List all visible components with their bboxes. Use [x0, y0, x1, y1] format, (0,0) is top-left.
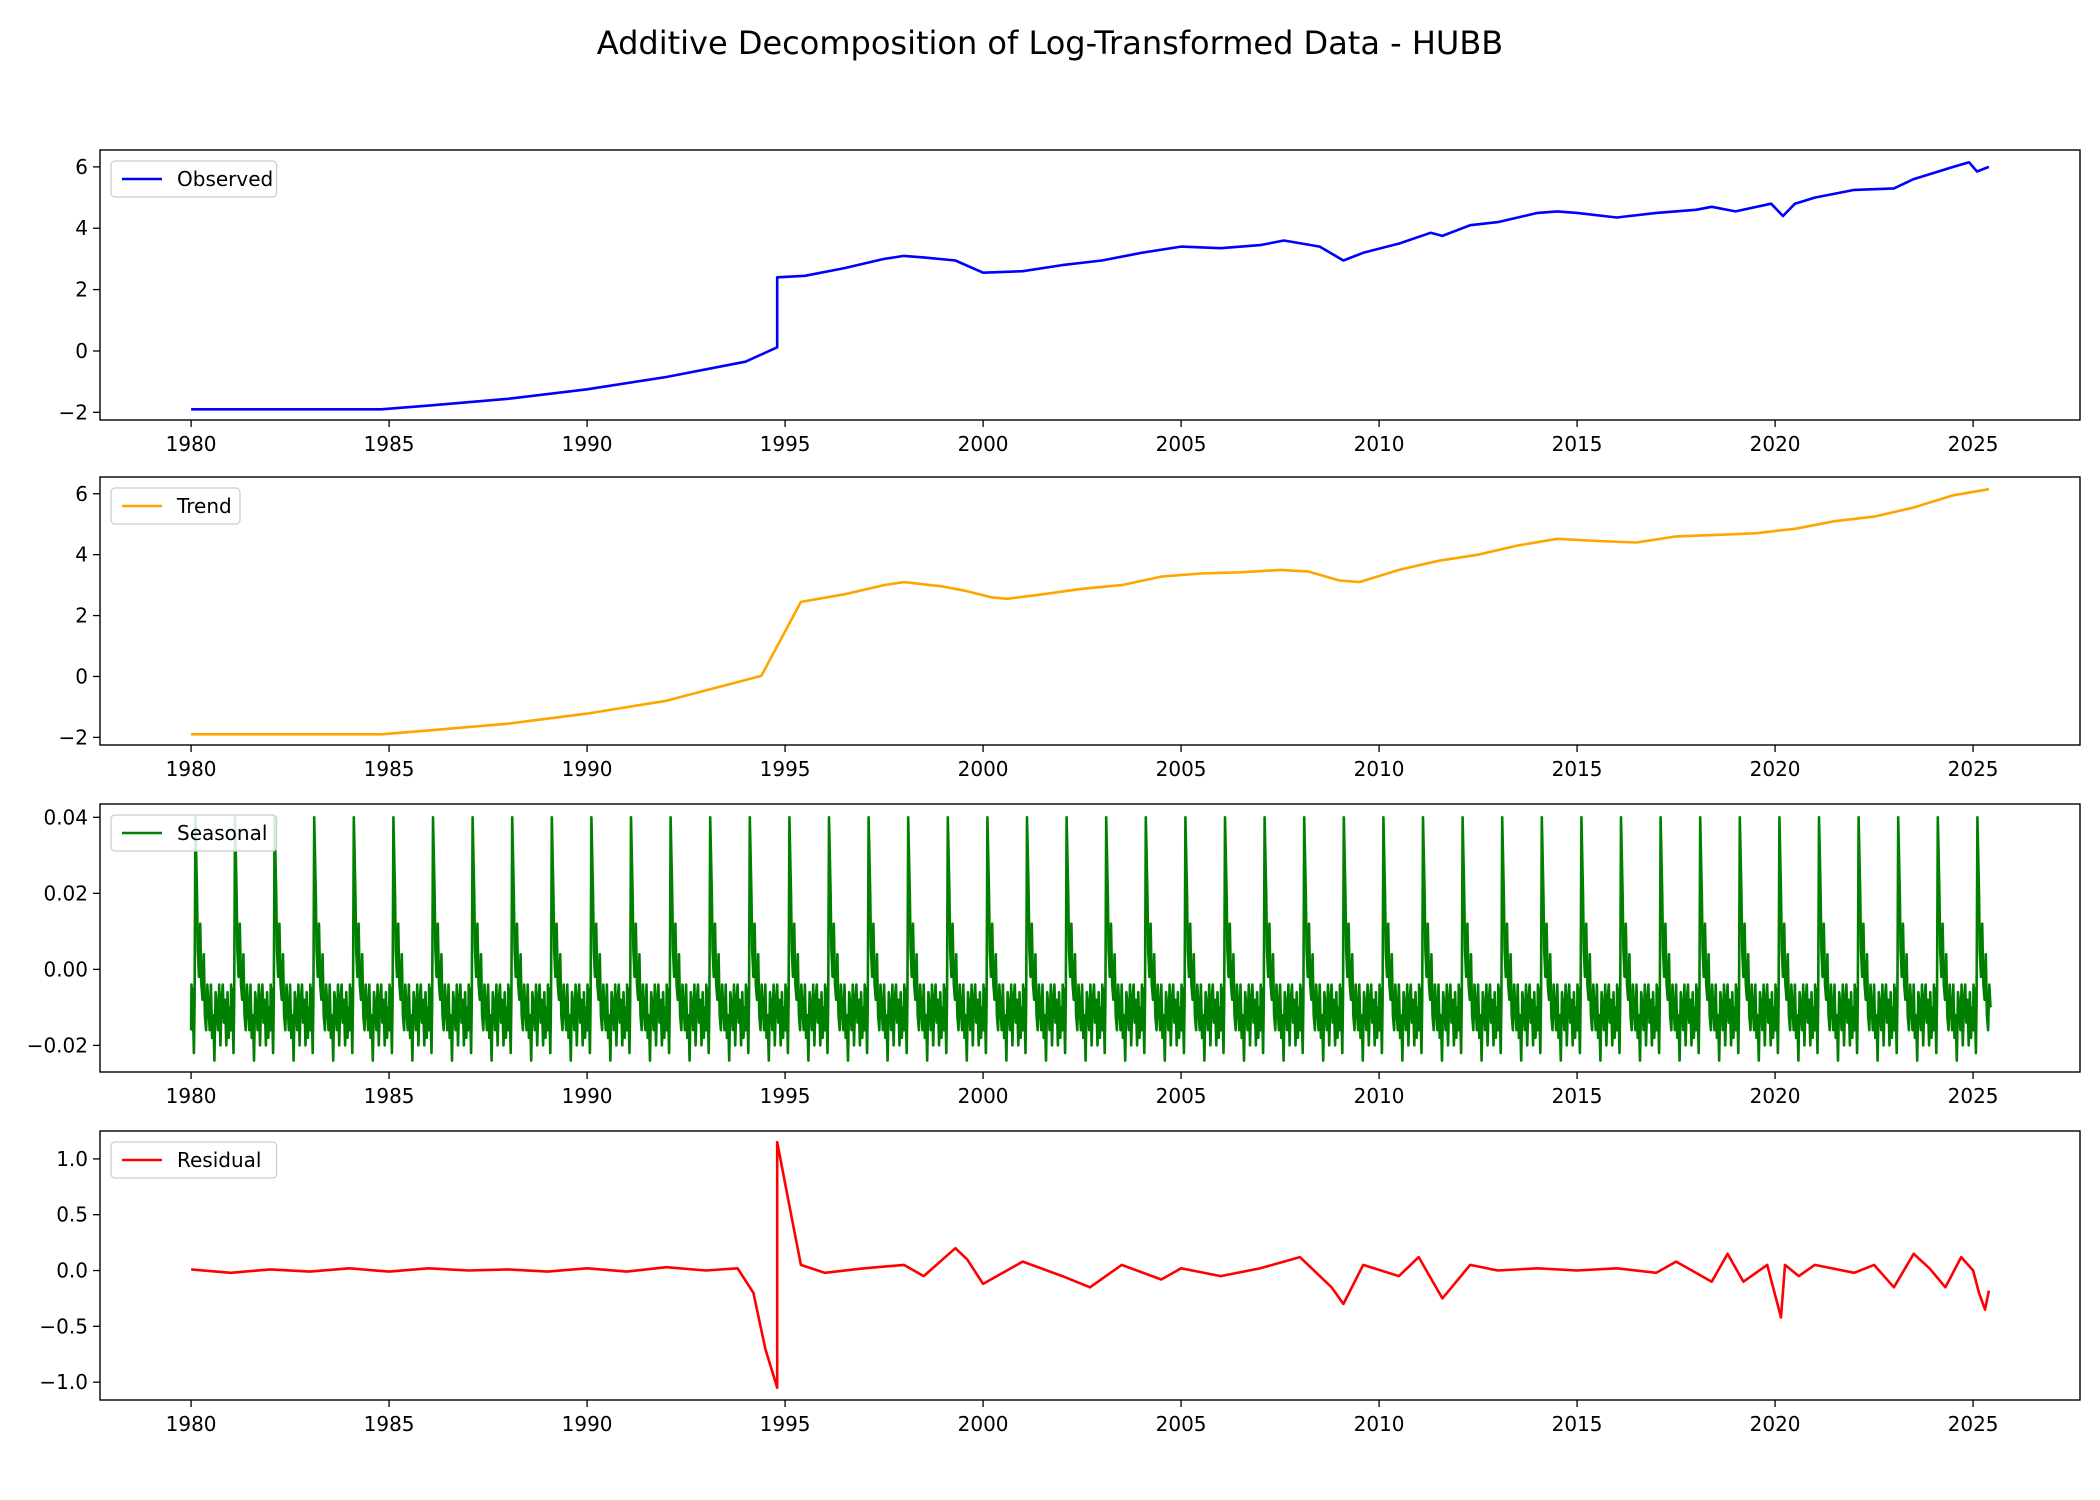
observed-legend: Observed [110, 160, 278, 198]
residual-series-line [190, 1140, 1991, 1389]
observed-legend-box [110, 160, 278, 198]
observed-axes: 1980 1985 1990 1995 2000 2005 2010 2015 2020 2025… [59, 149, 2081, 456]
observed-xtick-label: 2010 [1354, 432, 1405, 456]
residual-xtick-label: 2015 [1552, 1412, 1603, 1436]
observed-ytick-label: 6 [75, 155, 88, 179]
trend-xtick-label: 2005 [1156, 757, 1207, 781]
seasonal-xtick-label: 2000 [958, 1084, 1009, 1108]
residual-xtick-label: 2010 [1354, 1412, 1405, 1436]
trend-xtick-label: 2010 [1354, 757, 1405, 781]
seasonal-xtick-label: 1995 [760, 1084, 811, 1108]
trend-xtick-label: 1980 [166, 757, 217, 781]
observed-xtick-label: 2005 [1156, 432, 1207, 456]
trend-series-line [191, 487, 1990, 736]
seasonal-legend-label: Seasonal [177, 821, 267, 845]
observed-xtick-label: 1985 [364, 432, 415, 456]
residual-ytick-label: −0.5 [39, 1314, 88, 1338]
residual-legend-label: Residual [177, 1148, 261, 1172]
seasonal-axes-frame [99, 803, 2081, 1073]
trend-legend-label: Trend [176, 494, 232, 518]
observed-ytick-label: −2 [59, 400, 88, 424]
seasonal-xtick-label: 2010 [1354, 1084, 1405, 1108]
observed-legend-label: Observed [177, 167, 273, 191]
trend-xtick-label: 2020 [1750, 757, 1801, 781]
seasonal-xtick-label: 1990 [562, 1084, 613, 1108]
observed-ytick-label: 0 [75, 339, 88, 363]
residual-ytick-label: −1.0 [39, 1370, 88, 1394]
residual-xtick-label: 2000 [958, 1412, 1009, 1436]
residual-ytick-label: 0.0 [56, 1259, 88, 1283]
trend-ytick-label: 2 [75, 604, 88, 628]
seasonal-legend: Seasonal [110, 814, 278, 852]
seasonal-axes: 1980 1985 1990 1995 2000 2005 2010 2015 2020 2025… [27, 803, 2081, 1108]
observed-xtick-label: 2025 [1948, 432, 1999, 456]
seasonal-xtick-label: 1985 [364, 1084, 415, 1108]
observed-series-line [191, 161, 1990, 411]
seasonal-xtick-label: 2020 [1750, 1084, 1801, 1108]
trend-axes-frame [99, 476, 2081, 746]
trend-ytick-label: 4 [75, 543, 88, 567]
observed-xtick-label: 2000 [958, 432, 1009, 456]
seasonal-xtick-label: 2005 [1156, 1084, 1207, 1108]
seasonal-xtick-label: 2015 [1552, 1084, 1603, 1108]
residual-xtick-label: 2020 [1750, 1412, 1801, 1436]
residual-xtick-label: 1985 [364, 1412, 415, 1436]
trend-ytick-label: −2 [59, 725, 88, 749]
trend-legend: Trend [110, 487, 241, 525]
residual-ytick-label: 1.0 [56, 1147, 88, 1171]
residual-xtick-label: 2005 [1156, 1412, 1207, 1436]
observed-xtick-label: 2015 [1552, 432, 1603, 456]
trend-xtick-label: 2015 [1552, 757, 1603, 781]
observed-xtick-label: 2020 [1750, 432, 1801, 456]
residual-legend: Residual [110, 1141, 278, 1179]
figure-title: Additive Decomposition of Log-Transforme… [597, 24, 1503, 62]
trend-ytick-label: 6 [75, 482, 88, 506]
trend-xtick-label: 2025 [1948, 757, 1999, 781]
trend-xtick-label: 1985 [364, 757, 415, 781]
observed-ytick-label: 4 [75, 216, 88, 240]
trend-ytick-label: 0 [75, 664, 88, 688]
residual-xtick-label: 2025 [1948, 1412, 1999, 1436]
residual-xtick-label: 1995 [760, 1412, 811, 1436]
residual-axes: 1980 1985 1990 1995 2000 2005 2010 2015 2020 2025… [39, 1130, 2081, 1436]
residual-ytick-label: 0.5 [56, 1203, 88, 1227]
seasonal-ytick-label: 0.02 [43, 881, 88, 905]
seasonal-ytick-label: 0.00 [43, 957, 88, 981]
residual-axes-frame [99, 1130, 2081, 1401]
observed-ytick-label: 2 [75, 278, 88, 302]
observed-xtick-label: 1995 [760, 432, 811, 456]
residual-xtick-label: 1990 [562, 1412, 613, 1436]
trend-xtick-label: 1990 [562, 757, 613, 781]
observed-axes-frame [99, 149, 2081, 421]
observed-xtick-label: 1990 [562, 432, 613, 456]
observed-xtick-label: 1980 [166, 432, 217, 456]
residual-xtick-label: 1980 [166, 1412, 217, 1436]
seasonal-xtick-label: 2025 [1948, 1084, 1999, 1108]
seasonal-series-line [189, 816, 1992, 1062]
residual-legend-box [110, 1141, 278, 1179]
trend-xtick-label: 2000 [958, 757, 1009, 781]
seasonal-ytick-label: −0.02 [27, 1033, 88, 1057]
trend-axes: 1980 1985 1990 1995 2000 2005 2010 2015 2020 2025… [59, 476, 2081, 781]
seasonal-xtick-label: 1980 [166, 1084, 217, 1108]
seasonal-ytick-label: 0.04 [43, 805, 88, 829]
trend-legend-box [110, 487, 241, 525]
trend-xtick-label: 1995 [760, 757, 811, 781]
seasonal-legend-box [110, 814, 278, 852]
